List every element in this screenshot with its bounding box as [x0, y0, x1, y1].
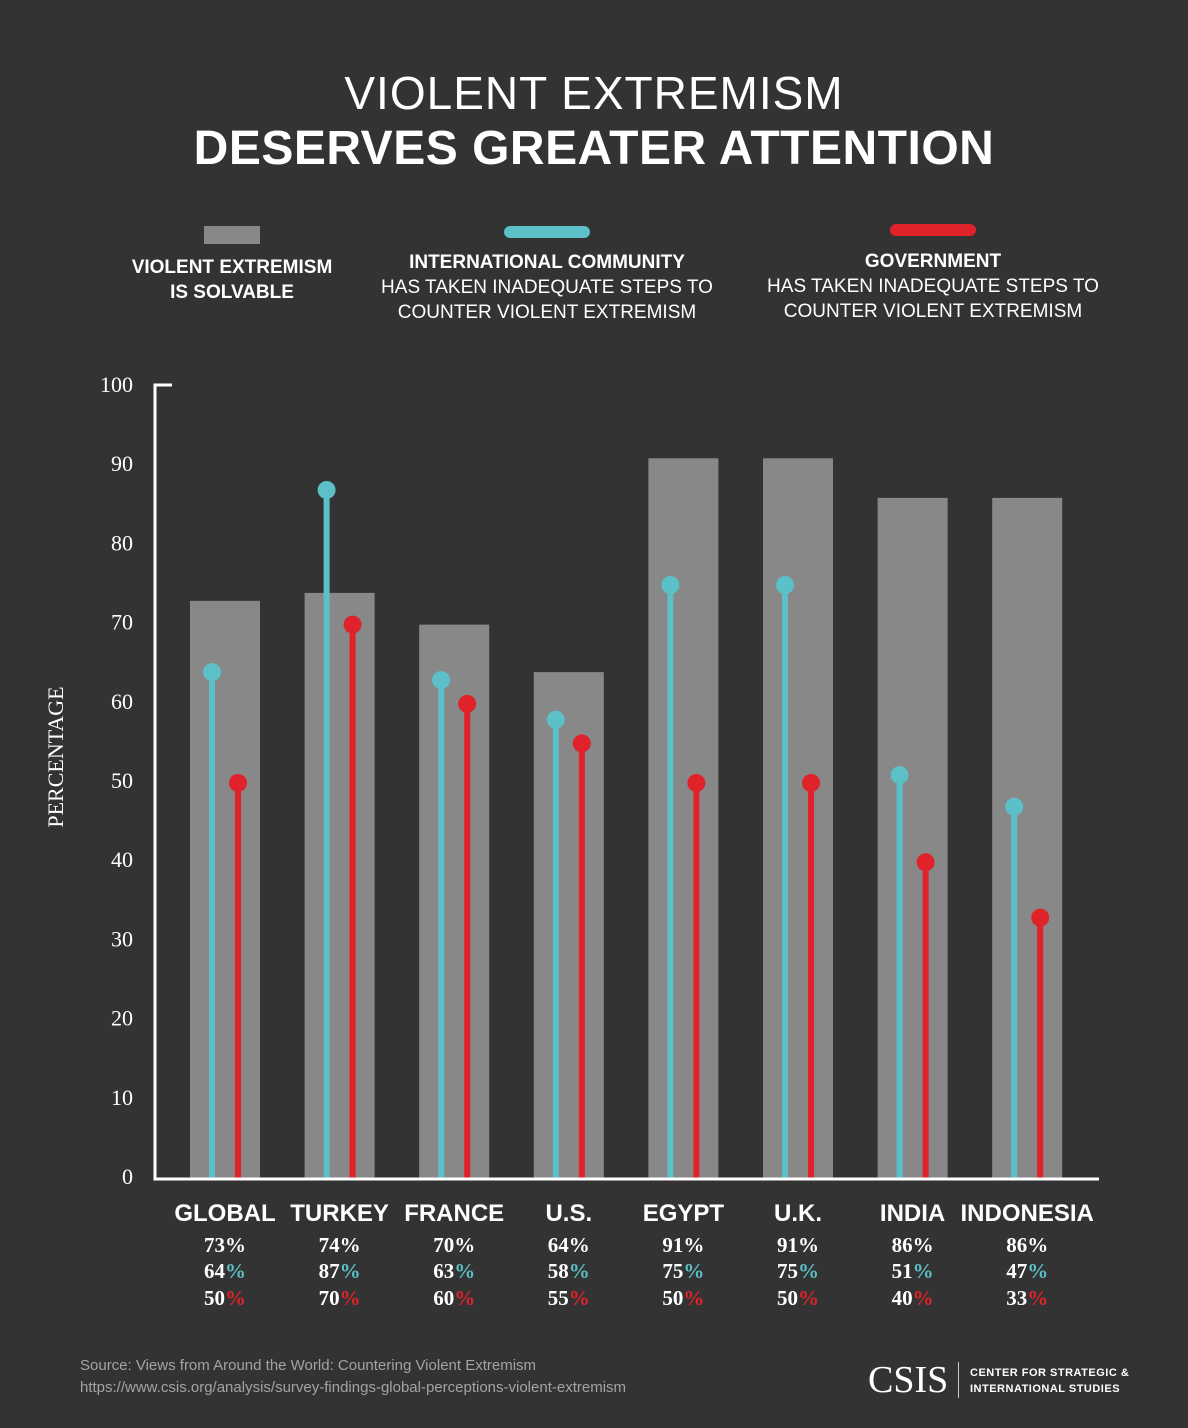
csis-logo: CSIS CENTER FOR STRATEGIC & INTERNATIONA… [868, 1358, 1129, 1402]
category-label: U.S. [545, 1200, 592, 1227]
value-label-government: 40% [892, 1286, 934, 1310]
value-label-government: 50% [204, 1286, 246, 1310]
dot-government [916, 853, 935, 872]
legend-label-international-line2: HAS TAKEN INADEQUATE STEPS TO [381, 277, 713, 298]
dot-international [317, 480, 336, 499]
y-tick-label: 100 [100, 372, 133, 397]
legend-label-solvable-line2: IS SOLVABLE [170, 282, 294, 303]
dot-international [1005, 797, 1024, 816]
value-label-international: 63% [433, 1259, 475, 1283]
value-label-international: 58% [548, 1259, 590, 1283]
value-label-solvable: 64% [548, 1233, 590, 1257]
y-tick-label: 40 [111, 847, 133, 872]
value-label-international: 47% [1006, 1259, 1048, 1283]
lollipop-bar-chart: PERCENTAGE 0 10 20 30 40 50 60 70 80 90 100 GLOBAL… [43, 372, 1099, 1310]
category-label: INDONESIA [961, 1200, 1094, 1227]
legend-label-international-line3: COUNTER VIOLENT EXTREMISM [397, 302, 697, 323]
value-label-solvable: 70% [433, 1233, 475, 1257]
legend-item-international: INTERNATIONAL COMMUNITY HAS TAKEN INADEQ… [362, 250, 732, 325]
source-title: Source: Views from Around the World: Cou… [80, 1357, 537, 1374]
value-label-solvable: 91% [662, 1233, 704, 1257]
y-axis-title: PERCENTAGE [43, 686, 68, 827]
value-label-international: 87% [319, 1259, 361, 1283]
chart-title-line2: DESERVES GREATER ATTENTION [193, 122, 995, 175]
dot-international [546, 710, 565, 729]
y-tick-label: 20 [111, 1006, 133, 1031]
y-tick-label: 0 [122, 1164, 133, 1189]
bar-solvable [419, 624, 490, 1179]
bar-solvable [533, 672, 604, 1179]
value-label-government: 50% [777, 1286, 819, 1310]
legend-label-government-line2: HAS TAKEN INADEQUATE STEPS TO [767, 276, 1099, 297]
bar-solvable [304, 592, 375, 1179]
value-label-solvable: 74% [319, 1233, 361, 1257]
logo-caption-line2: INTERNATIONAL STUDIES [970, 1383, 1121, 1395]
dot-international [661, 576, 680, 594]
value-label-government: 55% [548, 1286, 590, 1310]
dot-international [776, 576, 794, 594]
logo-wordmark: CSIS [868, 1359, 949, 1401]
dot-government [802, 774, 820, 792]
value-label-government: 50% [662, 1286, 704, 1310]
legend-label-government-title: GOVERNMENT [864, 251, 1002, 272]
category-label: TURKEY [290, 1200, 389, 1227]
value-label-international: 75% [777, 1259, 819, 1283]
value-label-international: 51% [892, 1259, 934, 1283]
source-note: Source: Views from Around the World: Cou… [80, 1355, 626, 1399]
value-label-solvable: 86% [892, 1233, 934, 1257]
dot-government [343, 615, 362, 634]
dot-international [432, 671, 451, 690]
source-url[interactable]: https://www.csis.org/analysis/survey-fin… [80, 1379, 627, 1396]
y-tick-label: 50 [111, 768, 133, 793]
y-tick-label: 80 [111, 530, 133, 555]
y-tick-label: 10 [111, 1085, 133, 1110]
legend-swatch-solvable [204, 226, 260, 244]
logo-caption-line1: CENTER FOR STRATEGIC & [970, 1367, 1130, 1379]
bar-solvable [763, 458, 833, 1179]
value-label-international: 75% [662, 1259, 704, 1283]
value-label-government: 70% [319, 1286, 361, 1310]
bar-solvable [992, 497, 1063, 1179]
bar-solvable [877, 497, 948, 1179]
dot-government [572, 734, 591, 753]
dot-international [203, 663, 221, 682]
legend-label-international-title: INTERNATIONAL COMMUNITY [409, 252, 685, 273]
value-label-solvable: 73% [204, 1233, 246, 1257]
dot-government [687, 774, 706, 792]
legend-swatch-international [504, 226, 590, 238]
value-label-international: 64% [204, 1259, 246, 1283]
dot-government [458, 694, 477, 713]
logo-caption: CENTER FOR STRATEGIC & INTERNATIONAL STU… [970, 1365, 1129, 1397]
bar-solvable [190, 600, 260, 1179]
chart-title-line1: VIOLENT EXTREMISM [344, 67, 844, 119]
dot-government [229, 774, 247, 792]
value-label-government: 33% [1006, 1286, 1048, 1310]
legend-label-government-line3: COUNTER VIOLENT EXTREMISM [783, 301, 1083, 322]
value-label-solvable: 86% [1006, 1233, 1048, 1257]
category-label: FRANCE [404, 1200, 504, 1227]
legend-label-solvable-line1: VIOLENT EXTREMISM [131, 257, 333, 278]
dot-international [890, 766, 909, 785]
y-tick-label: 60 [111, 689, 133, 714]
legend-item-government: GOVERNMENT HAS TAKEN INADEQUATE STEPS TO… [748, 249, 1118, 324]
legend-item-solvable: VIOLENT EXTREMISM IS SOLVABLE [112, 255, 352, 305]
category-label: INDIA [880, 1200, 945, 1227]
category-label: GLOBAL [174, 1200, 275, 1227]
value-label-government: 60% [433, 1286, 475, 1310]
value-label-solvable: 91% [777, 1233, 819, 1257]
legend-swatch-government [890, 224, 976, 236]
bar-solvable [648, 458, 719, 1179]
y-tick-label: 70 [111, 610, 133, 635]
y-tick-label: 90 [111, 451, 133, 476]
category-label: U.K. [774, 1200, 822, 1227]
category-label: EGYPT [643, 1200, 725, 1227]
logo-divider [958, 1362, 959, 1398]
dot-government [1031, 908, 1050, 927]
y-tick-label: 30 [111, 926, 133, 951]
